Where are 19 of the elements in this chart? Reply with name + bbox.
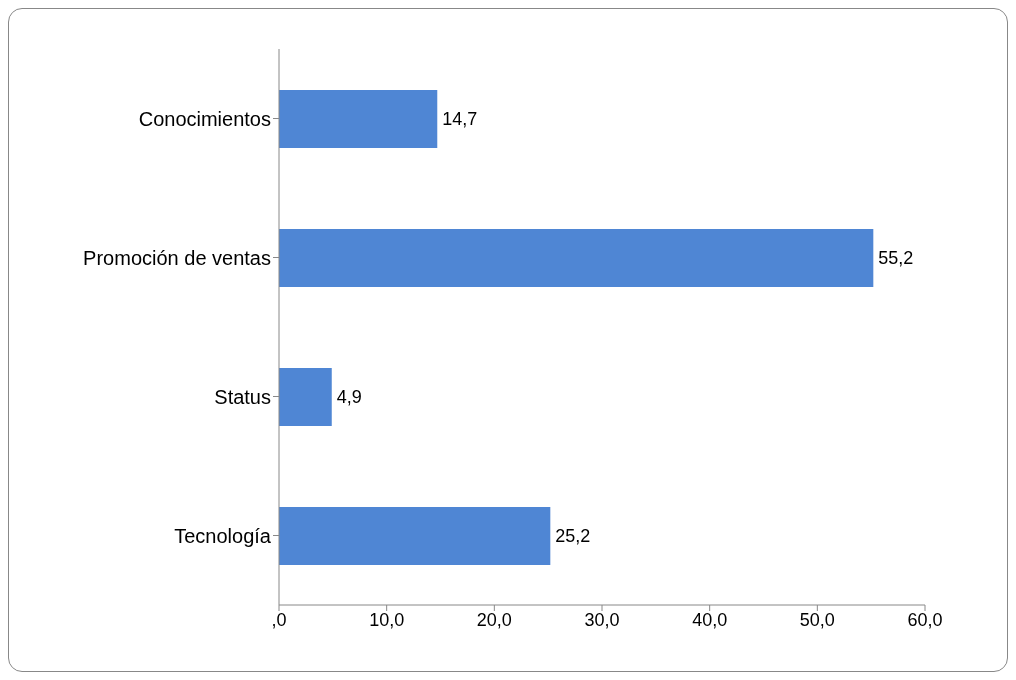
x-tick-label: 30,0 (584, 609, 620, 630)
x-tick-label: 10,0 (369, 609, 405, 630)
data-label: 55,2 (878, 248, 914, 269)
y-tick-label: Promoción de ventas (83, 246, 271, 269)
y-tick-label: Status (214, 385, 271, 408)
x-tick-label: ,0 (271, 609, 287, 630)
bar (279, 368, 332, 426)
x-tick-label: 40,0 (692, 609, 728, 630)
bar (279, 229, 874, 287)
data-label: 25,2 (555, 526, 591, 547)
bar (279, 507, 551, 565)
x-tick-label: 20,0 (476, 609, 512, 630)
x-tick-label: 60,0 (907, 609, 943, 630)
data-label: 14,7 (442, 109, 478, 130)
y-tick-label: Conocimientos (138, 107, 271, 130)
bar (279, 90, 438, 148)
y-tick-label: Tecnología (174, 524, 272, 547)
x-tick-label: 50,0 (799, 609, 835, 630)
data-label: 4,9 (336, 387, 362, 408)
